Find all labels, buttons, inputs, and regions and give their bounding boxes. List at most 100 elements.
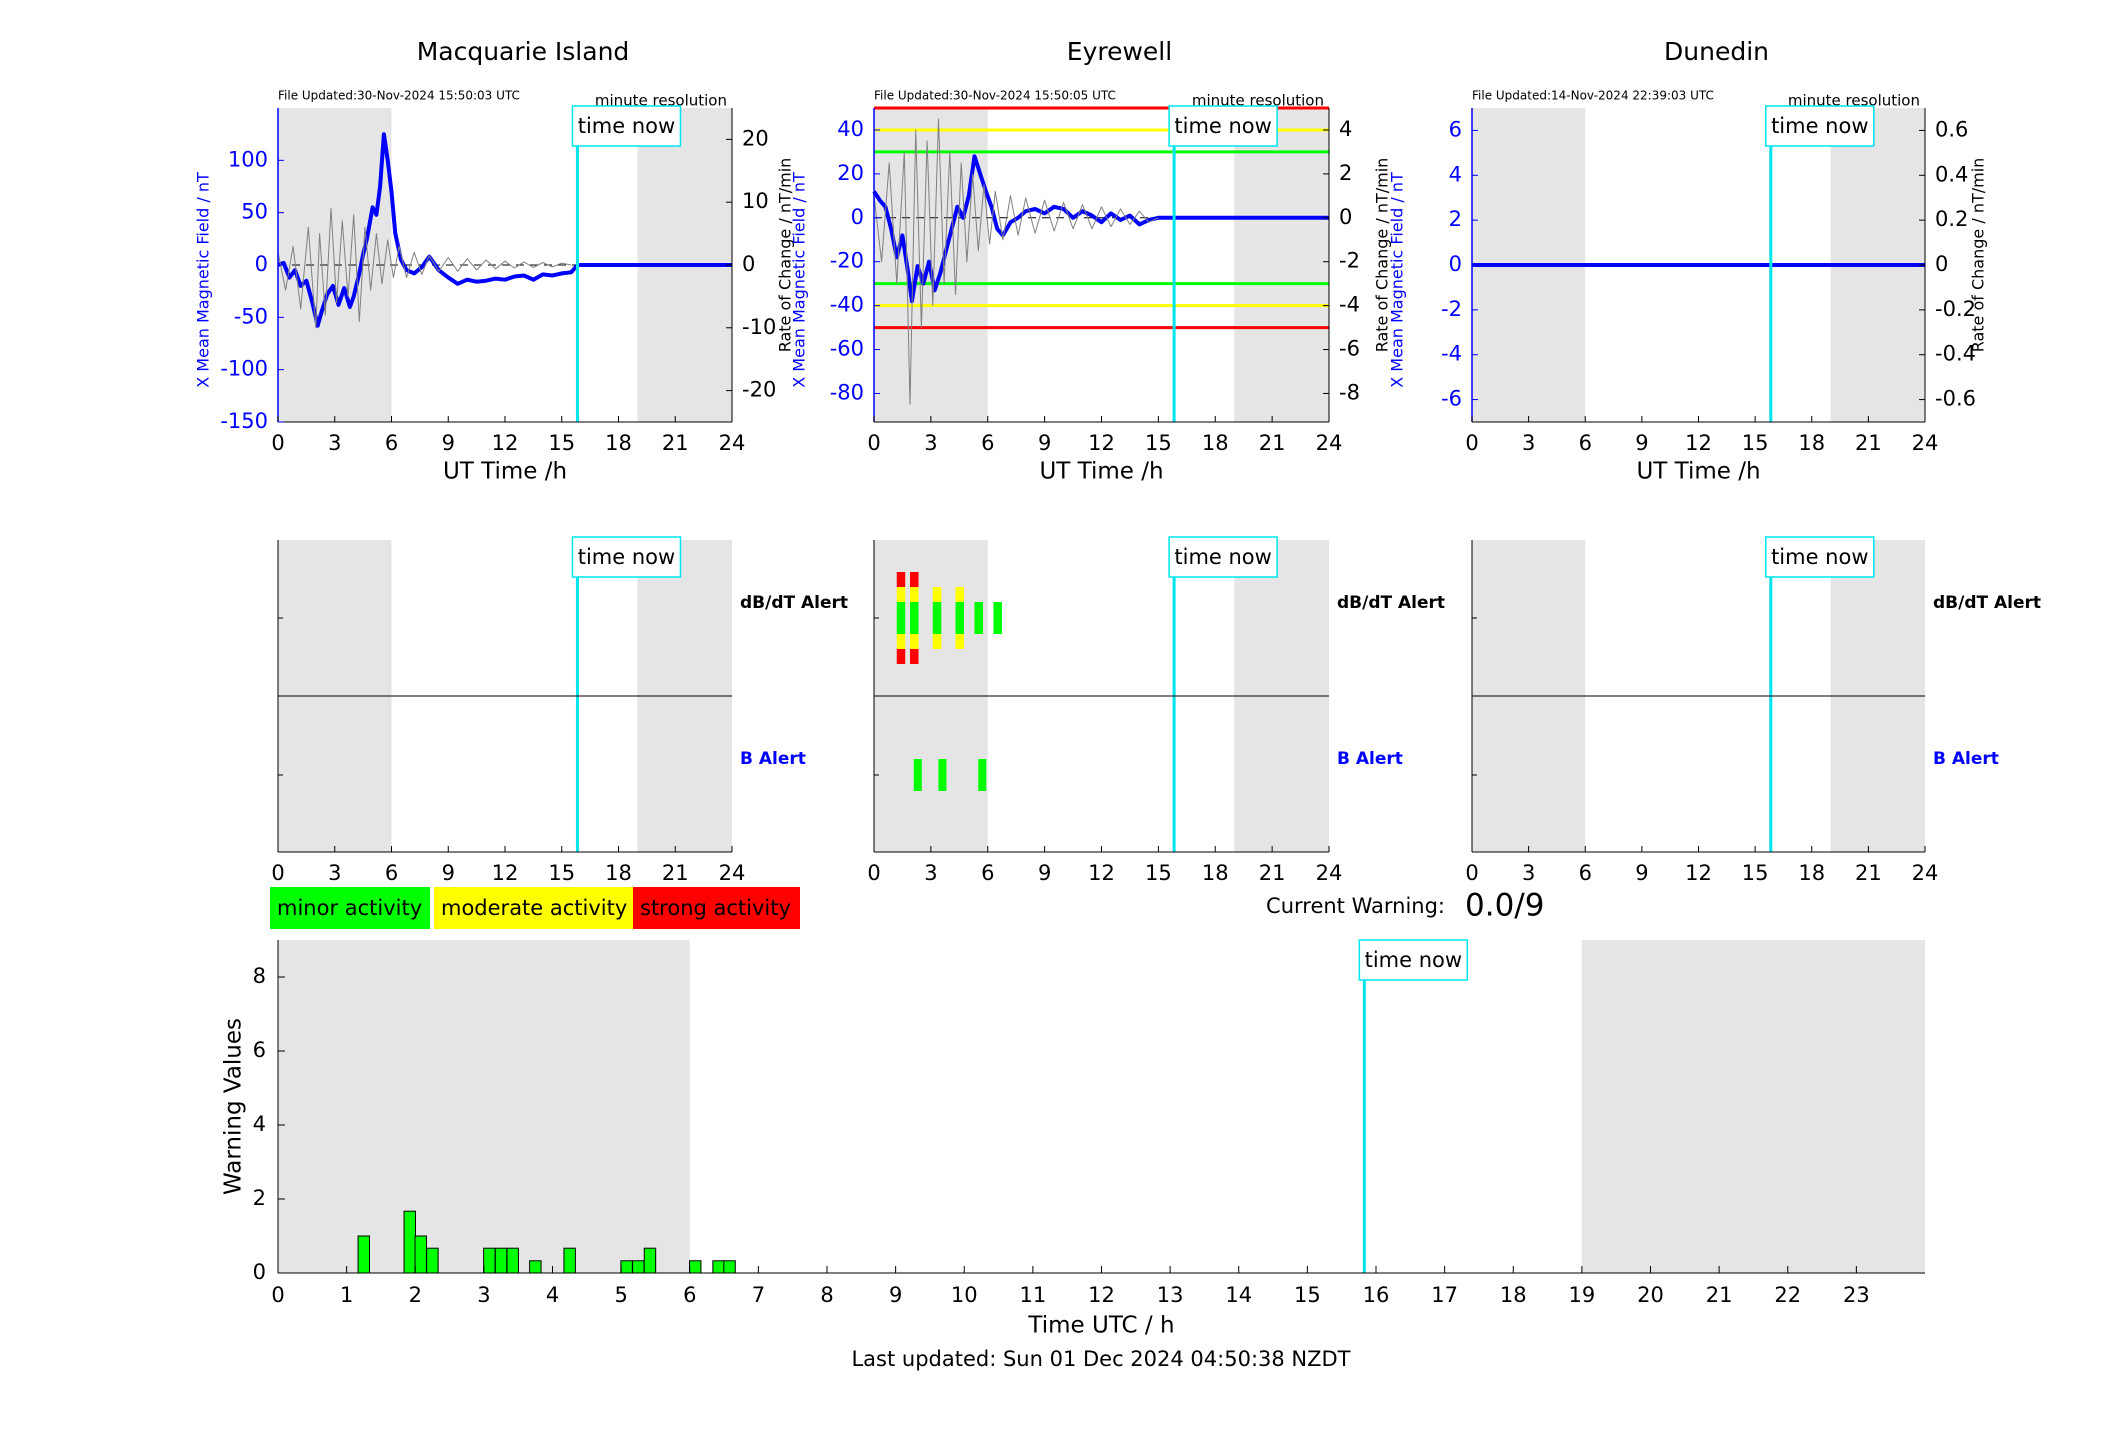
x-tick-label: 3	[924, 431, 937, 455]
top-1-line-chart: 0 3 6 9 12 15 18 21 24-80-60-40-2002040-8-6-4-20…	[790, 37, 1392, 485]
x-tick-label: 6	[981, 861, 994, 885]
y2-tick-label: 0.6	[1935, 117, 1968, 141]
x-tick-label: 18	[1798, 861, 1825, 885]
warning-bar	[403, 1210, 416, 1274]
x-tick-label: 2	[409, 1283, 422, 1307]
y-tick-label: 0	[253, 1260, 266, 1284]
legend-swatch-moderate	[434, 887, 633, 929]
dbdt-alert-mark	[993, 602, 1002, 634]
x-tick-label: 21	[662, 431, 689, 455]
b-alert-mark	[978, 759, 987, 791]
y-tick-label: 2	[253, 1186, 266, 1210]
y-tick-label: 6	[253, 1038, 266, 1062]
dbdt-alert-moderate	[896, 634, 906, 649]
dbdt-alert-label: dB/dT Alert	[1337, 593, 1445, 613]
dbdt-alert-strong	[910, 649, 919, 664]
x-tick-label: 12	[1685, 431, 1712, 455]
station-title: Eyrewell	[1067, 37, 1172, 66]
time-now-label: time now	[1174, 114, 1271, 138]
y2-tick-label: 0.4	[1935, 162, 1968, 186]
b-alert-label: B Alert	[1933, 749, 1999, 769]
x-tick-label: 16	[1363, 1283, 1390, 1307]
y-axis-label: X Mean Magnetic Field / nT	[790, 172, 809, 388]
x-tick-label: 18	[1500, 1283, 1527, 1307]
x-axis-label: UT Time /h	[443, 459, 567, 485]
y-tick-label: -6	[1441, 387, 1462, 411]
x-tick-label: 9	[1635, 431, 1648, 455]
minute-resolution-label: minute resolution	[595, 92, 727, 110]
x-tick-label: 18	[605, 861, 632, 885]
y-tick-label: 50	[241, 200, 268, 224]
x-tick-label: 0	[867, 431, 880, 455]
y-tick-label: 2	[1449, 207, 1462, 231]
x-tick-label: 15	[1742, 431, 1769, 455]
warning-bar	[643, 1247, 657, 1274]
time-now-label: time now	[1771, 114, 1868, 138]
legend-label: moderate activity	[441, 896, 627, 920]
x-tick-label: 6	[683, 1283, 696, 1307]
x-tick-label: 1	[340, 1283, 353, 1307]
time-now-frame	[1765, 105, 1875, 147]
y-tick-label: 100	[228, 147, 268, 171]
x-tick-label: 9	[1038, 861, 1051, 885]
x-tick-label: 21	[1259, 431, 1286, 455]
x-tick-label: 24	[1912, 861, 1939, 885]
x-axis-label: UT Time /h	[1039, 459, 1163, 485]
time-now-frame	[571, 105, 682, 147]
alert-1-panel: 0 3 6 9 12 15 18 21 24 dB/dT Alert B Alert	[867, 540, 1445, 885]
warning-bar	[632, 1260, 645, 1274]
time-now-label: time now	[578, 545, 675, 569]
x-tick-label: 24	[1316, 861, 1343, 885]
x-tick-label: 24	[1912, 431, 1939, 455]
x-tick-label: 15	[1294, 1283, 1321, 1307]
x-tick-label: 12	[492, 431, 519, 455]
x-tick-label: 8	[820, 1283, 833, 1307]
dbdt-alert-moderate	[910, 587, 919, 602]
x-tick-label: 18	[1202, 861, 1229, 885]
top-0-line-chart: 0 3 6 9 12 15 18 21 24-150-100-50050100-20-10010…	[194, 37, 795, 485]
warning-bar	[563, 1247, 576, 1274]
y-tick-label: 4	[1449, 162, 1462, 186]
x-tick-label: 6	[385, 861, 398, 885]
top-0-time-now-box: time now	[571, 105, 682, 147]
x-tick-label: 18	[1798, 431, 1825, 455]
time-now-frame	[1765, 536, 1875, 578]
warning-bar	[620, 1260, 633, 1274]
x-tick-label: 15	[548, 431, 575, 455]
y2-tick-label: 0	[1935, 252, 1948, 276]
time-now-frame	[1168, 105, 1278, 147]
warning-bar-chart: 0 1 2 3 4 5 6 7 8 9 10 11 12 13 14 15 16 17 18 19 20 21 22 2302…	[221, 940, 1925, 1339]
minute-resolution-label: minute resolution	[1788, 92, 1920, 110]
x-tick-label: 10	[951, 1283, 978, 1307]
time-now-label: time now	[578, 114, 675, 138]
y2-tick-label: -0.4	[1935, 342, 1976, 366]
night-shading	[278, 940, 690, 1273]
x-tick-label: 18	[605, 431, 632, 455]
x-tick-label: 0	[271, 431, 284, 455]
station-title: Dunedin	[1664, 37, 1769, 66]
current-warning-value: 0.0/9	[1465, 888, 1544, 924]
y-tick-label: -20	[830, 249, 864, 273]
warning-bar	[529, 1260, 542, 1274]
rate-of-change-series	[277, 208, 572, 329]
x-tick-label: 24	[1316, 431, 1343, 455]
y-tick-label: -40	[830, 293, 864, 317]
x-tick-label: 15	[1145, 861, 1172, 885]
y-axis-label: X Mean Magnetic Field / nT	[194, 172, 213, 388]
dbdt-alert-strong	[910, 572, 919, 587]
x-tick-label: 18	[1202, 431, 1229, 455]
dbdt-alert-strong	[896, 572, 906, 587]
x-tick-label: 0	[1465, 861, 1478, 885]
warning-bar	[723, 1260, 736, 1274]
alert-1-time-now-box: time now	[1168, 536, 1278, 578]
y2-tick-label: 0.2	[1935, 207, 1968, 231]
dbdt-alert-label: dB/dT Alert	[740, 593, 848, 613]
activity-legend: minor activity moderate activity strong ac…	[270, 887, 800, 929]
dbdt-alert-mark	[955, 602, 965, 634]
x-tick-label: 3	[328, 431, 341, 455]
x-tick-label: 9	[442, 431, 455, 455]
x-tick-label: 3	[328, 861, 341, 885]
x-tick-label: 17	[1431, 1283, 1458, 1307]
warning-bar	[483, 1247, 496, 1274]
